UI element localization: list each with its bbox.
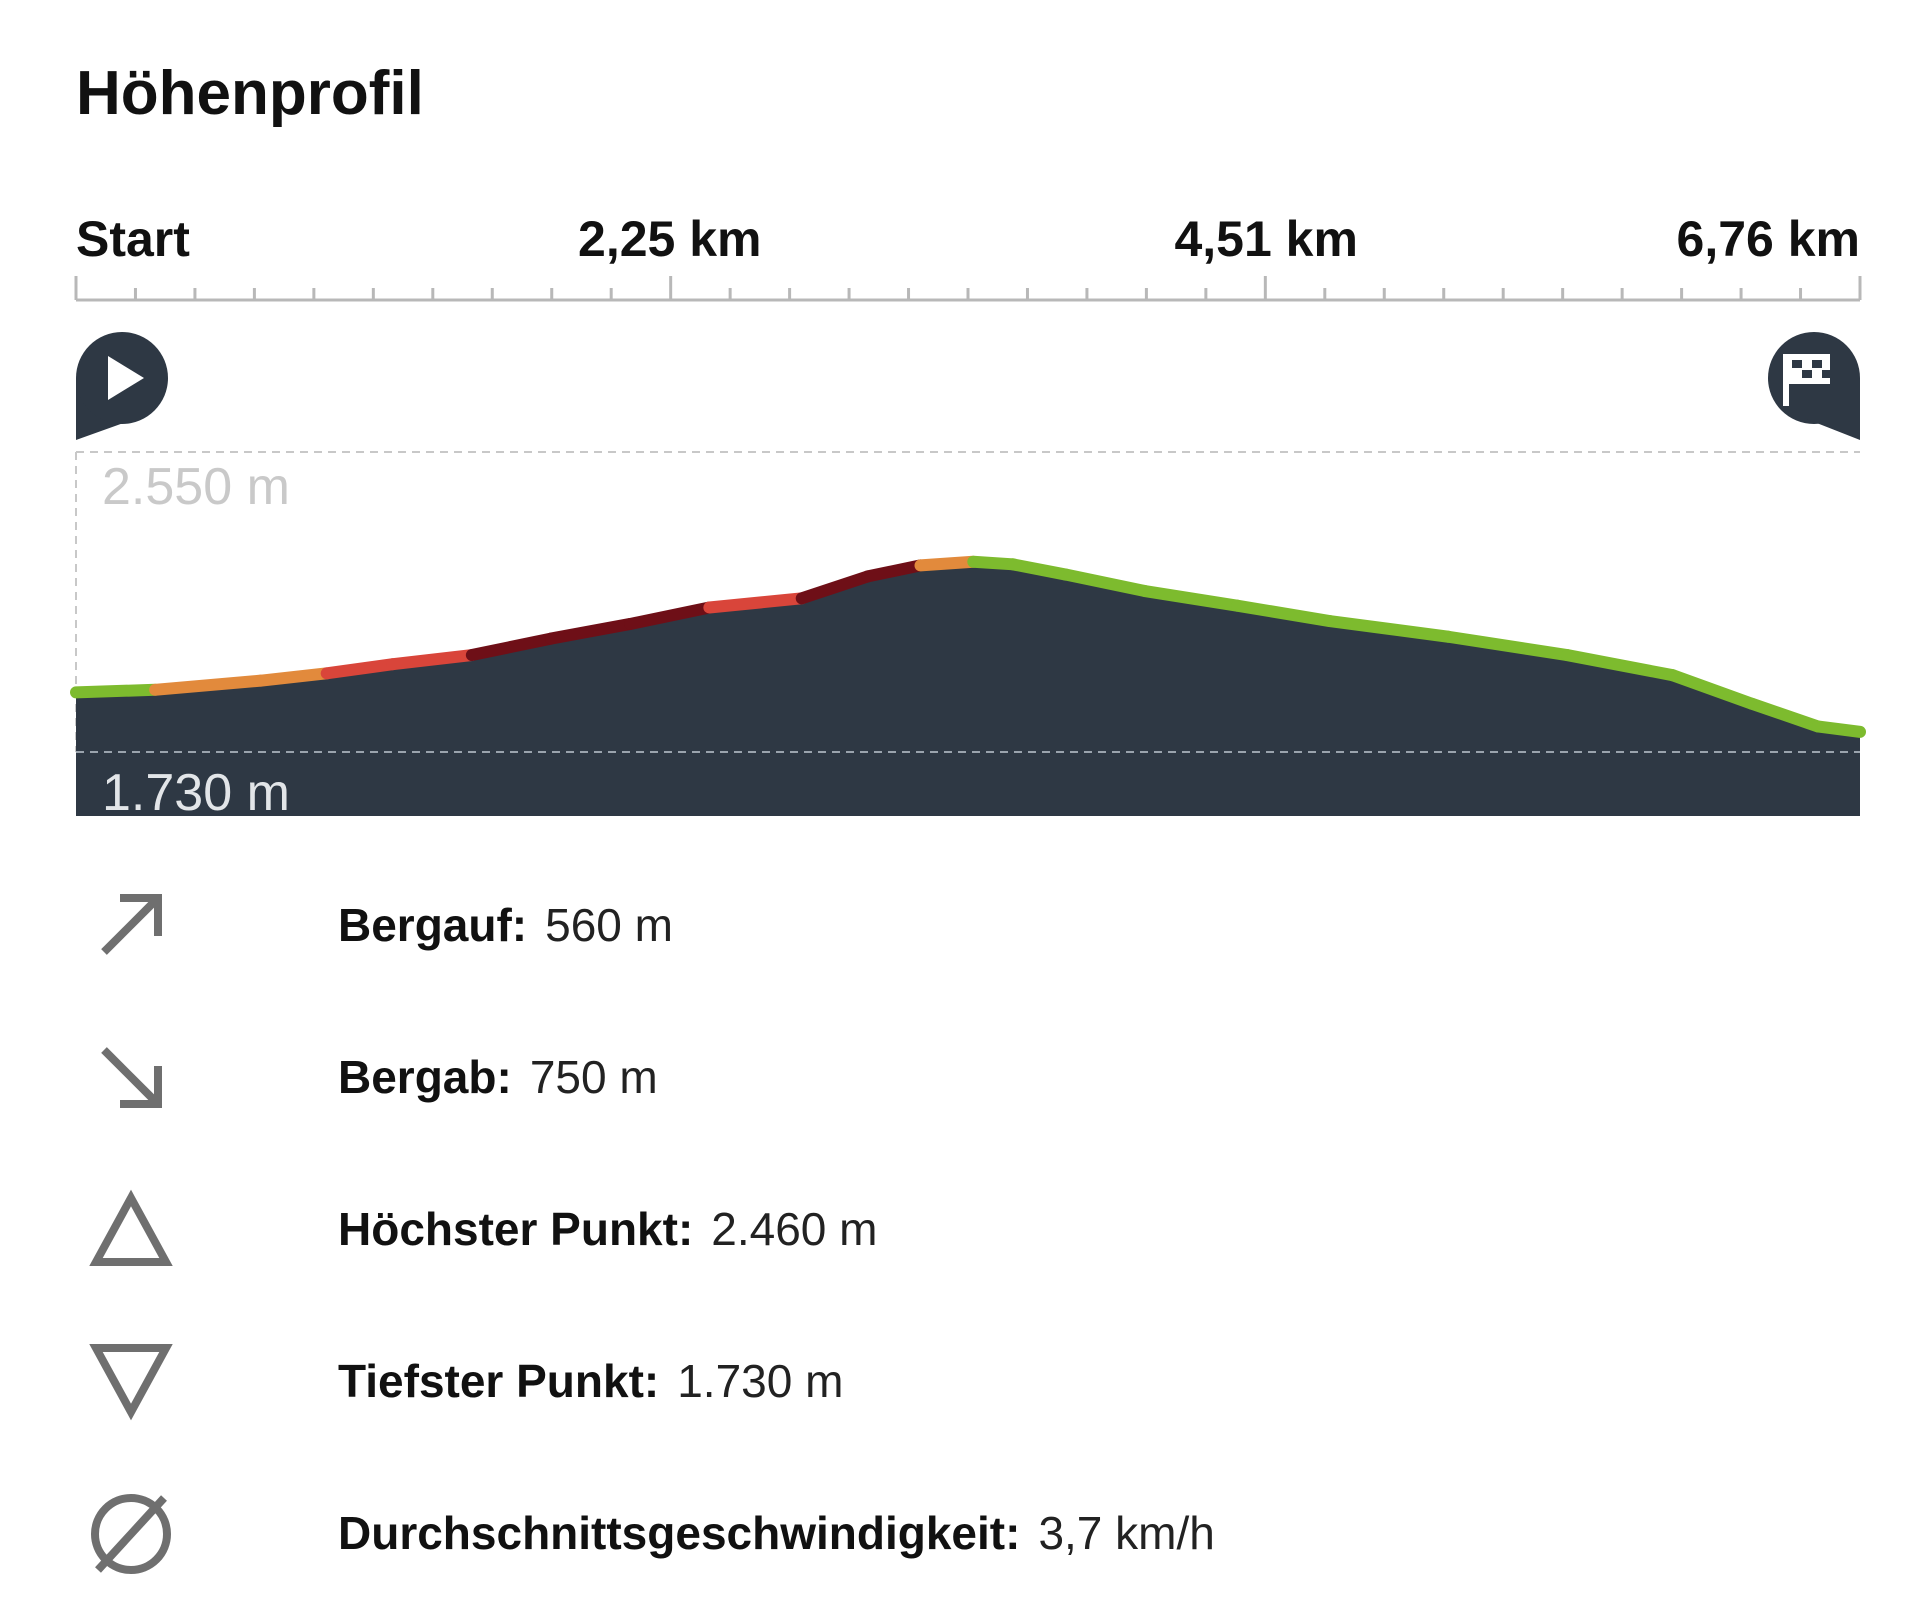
stat-row-descent: Bergab: 750 m — [0, 1032, 1920, 1132]
stat-value: 2.460 m — [711, 1203, 878, 1255]
profile-segment-moderate — [914, 555, 980, 572]
profile-segment-very_steep — [861, 559, 927, 583]
stat-label: Bergab: — [338, 1051, 512, 1103]
plot-area: 2.550 m 1.730 m — [70, 451, 1866, 822]
profile-segment-flat — [967, 555, 1019, 571]
profile-segment-very_steep — [795, 570, 874, 605]
arrow-up-right-icon — [101, 894, 162, 955]
profile-segment-steep — [703, 592, 808, 614]
finish-flag-marker-icon[interactable] — [1768, 332, 1860, 440]
marker-tail — [1804, 378, 1860, 440]
profile-segment-flat — [1006, 558, 1072, 581]
flag-check — [1822, 370, 1830, 378]
stat-value: 3,7 km/h — [1038, 1507, 1215, 1559]
profile-segment-flat — [1666, 669, 1758, 710]
play-marker-icon[interactable] — [76, 318, 168, 440]
stat-row-lowest-point: Tiefster Punkt: 1.730 m — [0, 1336, 1920, 1436]
profile-segment-flat — [1811, 720, 1866, 738]
distance-axis-labels: Start 2,25 km 4,51 km 6,76 km — [0, 210, 1920, 280]
elevation-profile-chart[interactable]: 2.550 m 1.730 m — [0, 0, 1920, 860]
profile-segment-steep — [386, 649, 478, 671]
profile-segment-flat — [1323, 615, 1455, 643]
profile-segment-steep — [320, 658, 399, 680]
triangle-down-icon — [89, 1344, 173, 1421]
elevation-area — [76, 561, 1860, 816]
stat-value: 1.730 m — [677, 1355, 844, 1407]
average-icon — [91, 1494, 171, 1574]
tick-label-4-51-km: 4,51 km — [1174, 211, 1358, 267]
stat-row-ascent: Bergauf: 560 m — [0, 880, 1920, 980]
distance-axis — [74, 276, 1862, 302]
stat-label: Durchschnittsgeschwindigkeit: — [338, 1507, 1021, 1559]
profile-segment-flat — [1138, 585, 1244, 612]
stat-row-highest-point: Höchster Punkt: 2.460 m — [0, 1184, 1920, 1284]
tick-label-start: Start — [76, 211, 190, 267]
tick-label-6-76-km: 6,76 km — [1676, 211, 1860, 267]
profile-segment-moderate — [254, 667, 333, 687]
y-label-min: 1.730 m — [102, 764, 290, 822]
flag-check — [1792, 360, 1802, 368]
profile-segment-flat — [1561, 649, 1679, 682]
profile-segment-very_steep — [624, 601, 716, 630]
stat-label: Höchster Punkt: — [338, 1203, 694, 1255]
stat-label: Bergauf: — [338, 899, 528, 951]
stat-row-average-speed: Durchschnittsgeschwindigkeit: 3,7 km/h — [0, 1488, 1920, 1588]
profile-segment-flat — [1745, 697, 1824, 733]
tick-label-2-25-km: 2,25 km — [578, 211, 762, 267]
stat-label: Tiefster Punkt: — [338, 1355, 660, 1407]
profile-segment-very_steep — [545, 617, 637, 645]
y-label-max: 2.550 m — [102, 458, 290, 516]
play-glyph — [108, 356, 144, 400]
triangle-up-icon — [89, 1189, 173, 1266]
stat-value: 560 m — [545, 899, 673, 951]
profile-segment-flat — [1059, 568, 1151, 598]
profile-segment-flat — [1231, 599, 1336, 628]
arrow-down-right-icon — [101, 1047, 162, 1108]
flag-check — [1802, 370, 1812, 378]
flag-cloth — [1786, 354, 1830, 384]
stat-value: 750 m — [529, 1051, 658, 1103]
profile-segment-moderate — [149, 674, 267, 696]
profile-segment-very_steep — [465, 632, 558, 662]
page-title: Höhenprofil — [76, 59, 424, 128]
profile-segment-flat — [1442, 630, 1574, 662]
profile-segment-flat — [70, 683, 162, 699]
flag-check — [1812, 360, 1822, 368]
